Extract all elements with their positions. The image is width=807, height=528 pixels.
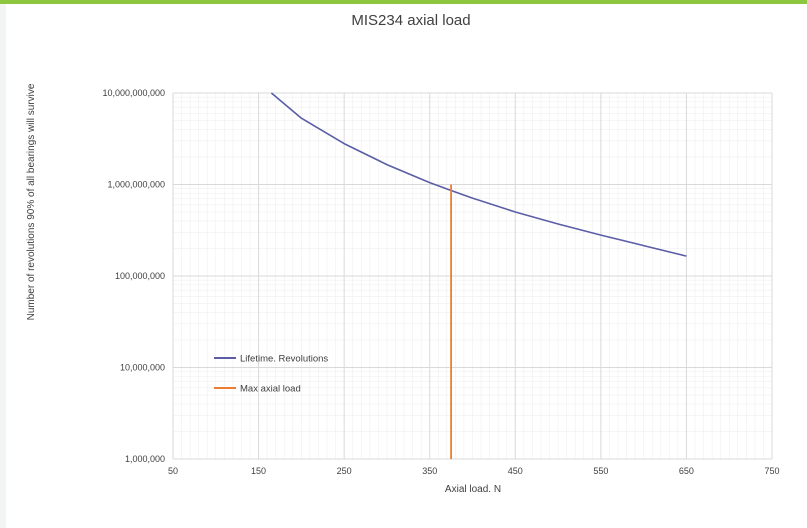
series-layer: [270, 92, 687, 459]
x-tick-label: 450: [508, 466, 523, 476]
chart-title: MIS234 axial load: [351, 12, 470, 29]
x-axis-label: Axial load. N: [445, 484, 501, 495]
y-tick-label: 1,000,000: [125, 454, 165, 464]
top-accent-bar: [0, 0, 807, 4]
major-gridlines: [172, 92, 773, 460]
legend-label: Lifetime. Revolutions: [240, 354, 328, 365]
y-axis-ticks: 1,000,000 10,000,000 100,000,000 1,000,000,…: [102, 88, 165, 464]
legend: Lifetime. Revolutions Max axial load: [214, 354, 328, 395]
x-tick-label: 750: [764, 466, 779, 476]
series-line-lifetime-revolutions: [270, 92, 687, 257]
x-tick-label: 350: [422, 466, 437, 476]
x-tick-label: 150: [251, 466, 266, 476]
legend-label: Max axial load: [240, 384, 301, 395]
y-tick-label: 10,000,000,000: [102, 88, 165, 98]
y-axis-label: Number of revolutions 90% of all bearing…: [26, 83, 37, 320]
y-tick-label: 100,000,000: [115, 271, 165, 281]
x-tick-label: 650: [679, 466, 694, 476]
x-axis-ticks: 50 150 250 350 450 550 650 750: [168, 466, 780, 476]
y-tick-label: 1,000,000,000: [107, 180, 165, 190]
x-tick-label: 50: [168, 466, 178, 476]
left-edge-strip: [0, 4, 6, 528]
x-tick-label: 250: [337, 466, 352, 476]
y-tick-label: 10,000,000: [120, 363, 165, 373]
x-tick-label: 550: [593, 466, 608, 476]
